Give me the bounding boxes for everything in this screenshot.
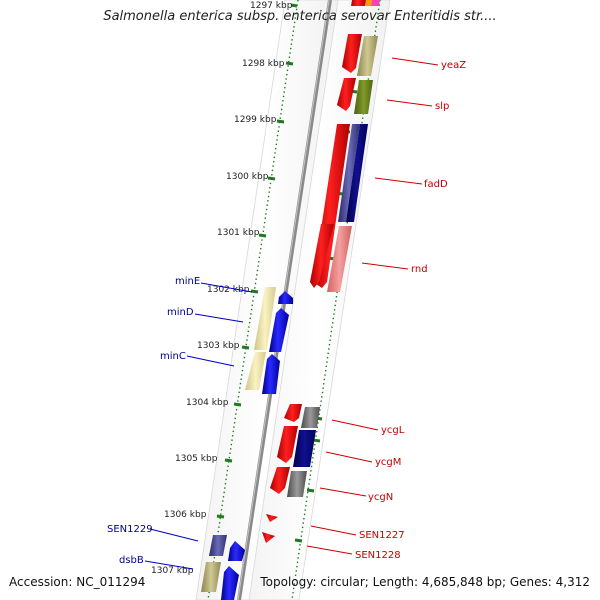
gene-label-ycgm[interactable]: ycgM: [375, 457, 401, 468]
gene-feature[interactable]: [262, 354, 280, 394]
gene-feature[interactable]: [270, 467, 290, 494]
gene-feature[interactable]: [209, 535, 227, 556]
right-gene-connectors: [306, 57, 439, 555]
gene-feature[interactable]: [310, 224, 334, 288]
gene-label-fadd[interactable]: fadD: [424, 179, 448, 190]
gene-label-yeaz[interactable]: yeaZ: [441, 60, 466, 71]
gene-feature[interactable]: [337, 78, 356, 111]
scale-ticks: [208, 3, 298, 575]
gene-feature[interactable]: [354, 80, 373, 114]
gene-label-sen1227[interactable]: SEN1227: [359, 530, 405, 541]
gene-label-rnd[interactable]: rnd: [411, 264, 428, 275]
gene-feature[interactable]: [371, 0, 380, 6]
topology-text: Topology: circular; Length: 4,685,848 bp…: [260, 575, 590, 589]
accession-text: Accession: NC_011294: [9, 575, 146, 589]
kbp-label: 1300 kbp: [226, 172, 269, 182]
left-gene-connectors: [144, 282, 253, 570]
gene-label-mine[interactable]: minE: [175, 276, 200, 287]
kbp-label: 1301 kbp: [217, 228, 260, 238]
kbp-label: 1304 kbp: [186, 398, 229, 408]
gene-label-slp[interactable]: slp: [435, 101, 449, 112]
gene-feature[interactable]: [228, 541, 245, 561]
gene-feature[interactable]: [278, 291, 293, 304]
gene-label-ycgn[interactable]: ycgN: [368, 492, 393, 503]
gene-feature[interactable]: [245, 352, 266, 390]
gene-feature[interactable]: [346, 124, 368, 222]
left-gene-labels: minE minD minC SEN1229 dsbB: [107, 276, 200, 566]
gene-feature[interactable]: [338, 124, 360, 222]
gene-label-dsbb[interactable]: dsbB: [119, 555, 144, 566]
gene-feature[interactable]: [221, 566, 239, 600]
gene-feature[interactable]: [277, 426, 298, 463]
map-title: Salmonella enterica subsp. enterica sero…: [103, 9, 497, 24]
gene-feature[interactable]: [266, 514, 278, 522]
kbp-label: 1299 kbp: [234, 115, 277, 125]
gene-label-ycgl[interactable]: ycgL: [381, 425, 405, 436]
gene-feature[interactable]: [327, 226, 352, 292]
kbp-label: 1306 kbp: [164, 510, 207, 520]
gene-label-sen1229[interactable]: SEN1229: [107, 524, 153, 535]
right-gene-labels: yeaZ slp fadD rnd ycgL ycgM ycgN SEN1227…: [355, 60, 466, 561]
gene-feature[interactable]: [201, 562, 221, 592]
kbp-label: 1303 kbp: [197, 341, 240, 351]
gene-feature[interactable]: [262, 532, 275, 543]
kbp-label: 1297 kbp: [250, 1, 293, 11]
kbp-label: 1302 kbp: [207, 285, 250, 295]
gene-label-mind[interactable]: minD: [167, 307, 194, 318]
kbp-label: 1305 kbp: [175, 454, 218, 464]
gene-feature[interactable]: [254, 287, 276, 350]
gene-feature[interactable]: [342, 34, 362, 73]
gene-feature[interactable]: [284, 404, 302, 422]
gene-feature[interactable]: [287, 471, 307, 497]
kbp-labels: 1297 kbp 1298 kbp 1299 kbp 1300 kbp 1301…: [151, 1, 293, 576]
kbp-label: 1307 kbp: [151, 566, 194, 576]
gene-feature[interactable]: [301, 407, 320, 428]
kbp-label: 1298 kbp: [242, 59, 285, 69]
gene-label-sen1228[interactable]: SEN1228: [355, 550, 401, 561]
gene-feature[interactable]: [351, 0, 366, 6]
gene-feature[interactable]: [357, 36, 378, 76]
gene-feature[interactable]: [269, 308, 289, 352]
gene-feature[interactable]: [365, 0, 372, 6]
gene-feature[interactable]: [293, 430, 316, 467]
gene-label-minc[interactable]: minC: [160, 351, 186, 362]
